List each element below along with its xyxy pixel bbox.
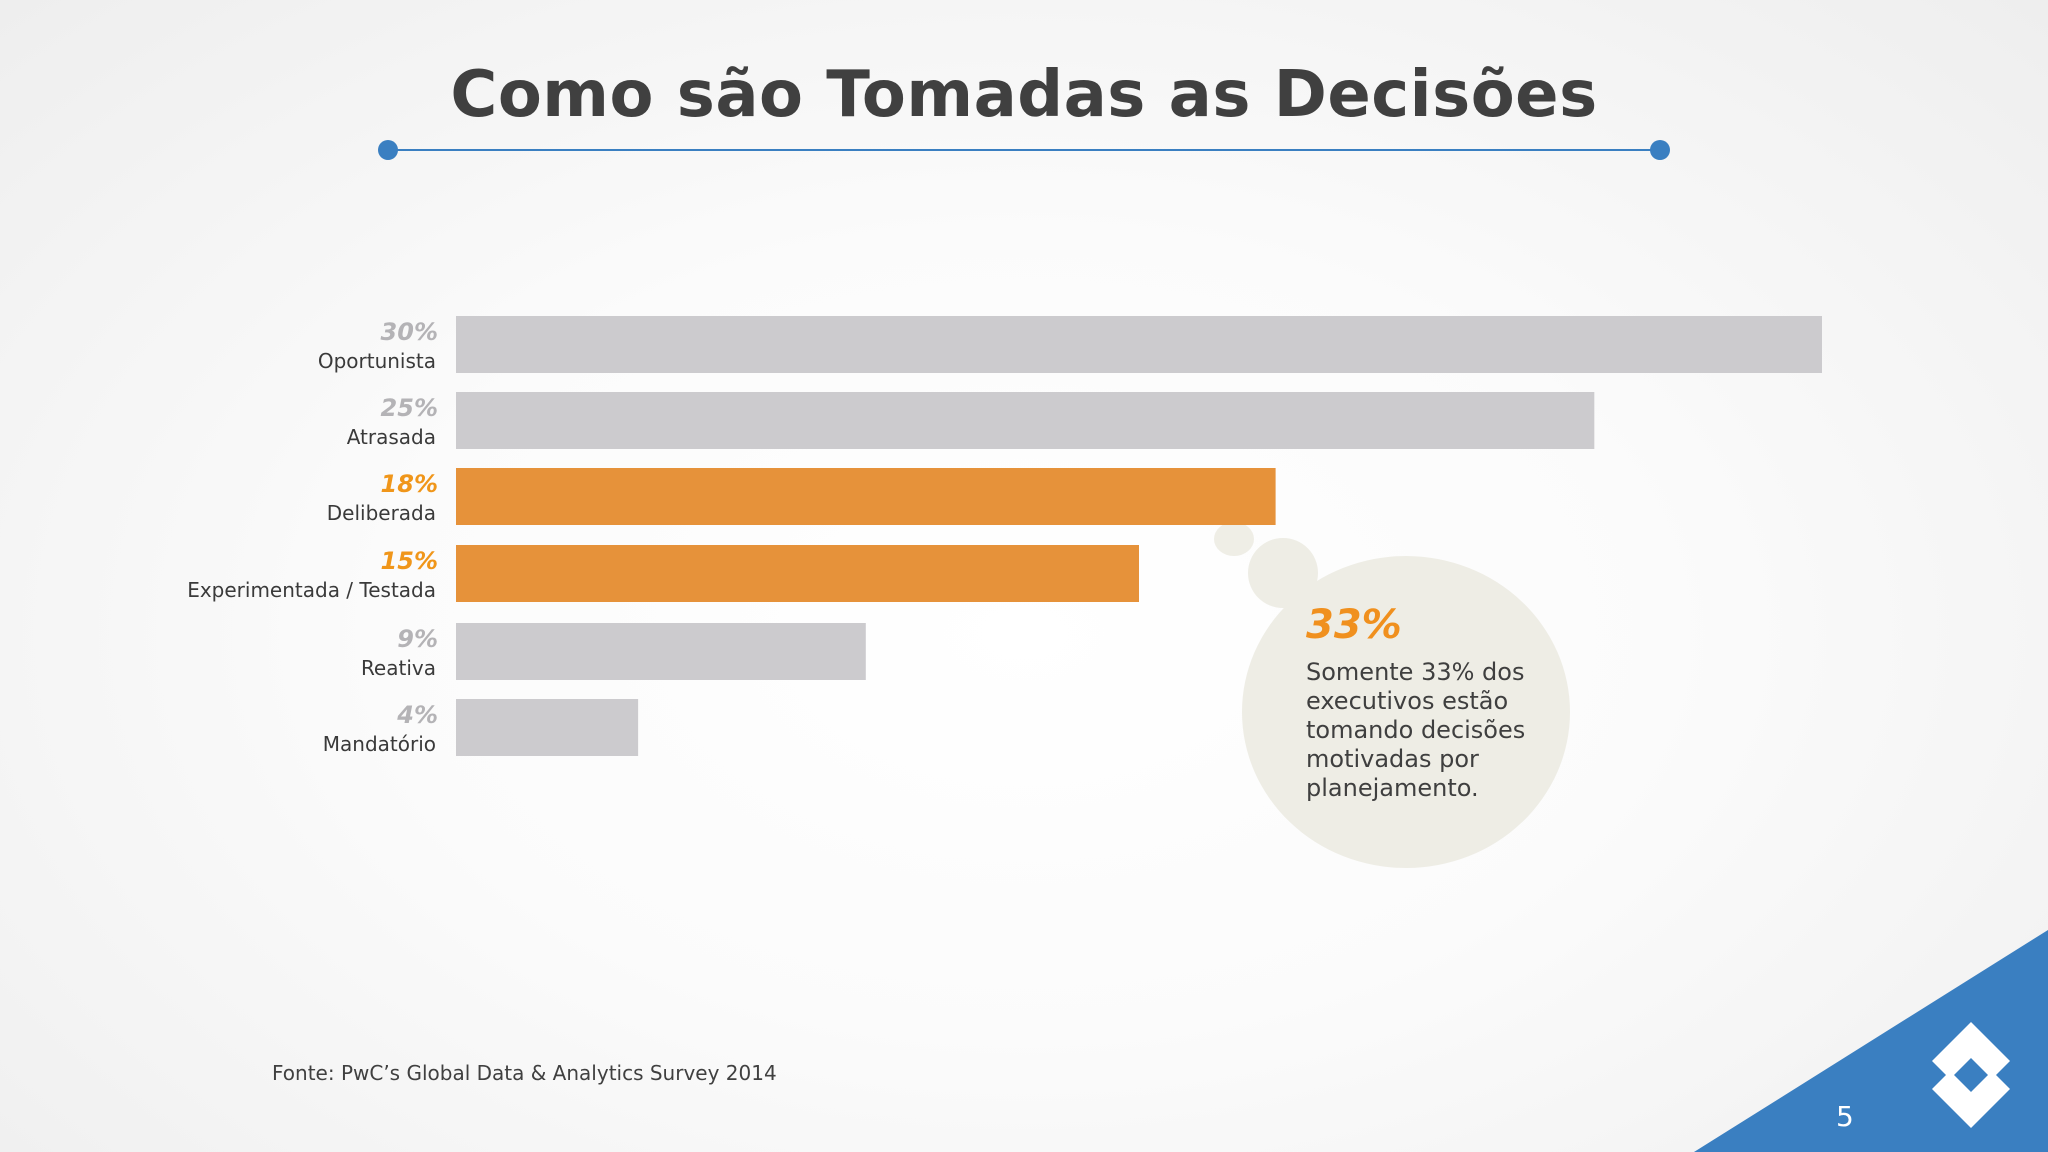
diamond-logo-icon	[1912, 1016, 2030, 1134]
category-label: Atrasada	[347, 425, 436, 449]
category-label: Deliberada	[327, 501, 436, 525]
callout-bubble-trail-tiny	[1214, 522, 1254, 556]
category-label: Reativa	[361, 656, 436, 680]
source-note: Fonte: PwC’s Global Data & Analytics Sur…	[272, 1061, 777, 1085]
bar-value-label: 15%	[381, 547, 438, 575]
bar-1	[456, 316, 1822, 373]
callout-text: Somente 33% dos executivos estão tomando…	[1306, 658, 1526, 802]
bar-3	[456, 468, 1276, 525]
bar-value-label: 18%	[381, 470, 438, 498]
bar-2	[456, 392, 1595, 449]
bar-4	[456, 545, 1139, 602]
bar-5	[456, 623, 866, 680]
category-label: Oportunista	[318, 349, 436, 373]
callout-percent: 33%	[1306, 602, 1402, 648]
category-label: Mandatório	[323, 732, 436, 756]
callout-bubble	[1242, 556, 1570, 868]
bar-value-label: 9%	[397, 625, 438, 653]
title-underline-right-dot	[1650, 140, 1670, 160]
title-underline-left-dot	[378, 140, 398, 160]
category-label: Experimentada / Testada	[187, 578, 436, 602]
bar-value-label: 25%	[381, 394, 438, 422]
bar-value-label: 30%	[381, 318, 438, 346]
page-number: 5	[1836, 1100, 1854, 1133]
bar-6	[456, 699, 639, 756]
slide-title: Como são Tomadas as Decisões	[450, 58, 1598, 132]
bar-value-label: 4%	[396, 701, 438, 729]
title-underline	[388, 149, 1660, 151]
